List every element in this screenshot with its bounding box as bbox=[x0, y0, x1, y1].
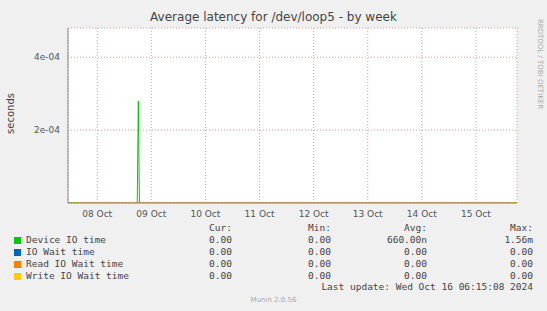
html-text:Cur:: Cur: bbox=[209, 222, 232, 233]
svg-text:14 Oct: 14 Oct bbox=[407, 209, 437, 219]
html-text:Last update: Wed Oct 16 06:15:: Last update: Wed Oct 16 06:15:08 2024 bbox=[321, 281, 533, 292]
html-text:Read IO Wait time: Read IO Wait time bbox=[26, 258, 124, 269]
html-text:0.00: 0.00 bbox=[510, 258, 533, 269]
html-text:Munin 2.0.56: Munin 2.0.56 bbox=[250, 296, 297, 304]
html-text:RRDTOOL / TOBI OETIKER: RRDTOOL / TOBI OETIKER bbox=[536, 18, 544, 110]
html-text:Min:: Min: bbox=[308, 222, 331, 233]
html-text:Max:: Max: bbox=[510, 222, 533, 233]
svg-text:08 Oct: 08 Oct bbox=[82, 209, 112, 219]
html-text:0.00: 0.00 bbox=[510, 270, 533, 281]
svg-text:09 Oct: 09 Oct bbox=[136, 209, 166, 219]
html-text:0.00: 0.00 bbox=[404, 246, 427, 257]
html-text:Avg:: Avg: bbox=[404, 222, 427, 233]
html-text:IO Wait time: IO Wait time bbox=[26, 246, 95, 257]
html-text:0.00: 0.00 bbox=[308, 234, 331, 245]
html-text:0.00: 0.00 bbox=[209, 258, 232, 269]
svg-text:12 Oct: 12 Oct bbox=[299, 209, 329, 219]
html-text:660.00n: 660.00n bbox=[387, 234, 427, 245]
svg-text:4e-04: 4e-04 bbox=[34, 52, 60, 62]
html-text:0.00: 0.00 bbox=[510, 246, 533, 257]
html-text:0.00: 0.00 bbox=[404, 270, 427, 281]
html-text:0.00: 0.00 bbox=[209, 246, 232, 257]
svg-text:15 Oct: 15 Oct bbox=[461, 209, 491, 219]
html-text:Average latency for /dev/loop5: Average latency for /dev/loop5 - by week bbox=[150, 10, 397, 24]
html-text:0.00: 0.00 bbox=[308, 270, 331, 281]
html-text:0.00: 0.00 bbox=[404, 258, 427, 269]
html-text:0.00: 0.00 bbox=[209, 270, 232, 281]
html-text:Device IO time: Device IO time bbox=[26, 234, 107, 245]
html-text:0.00: 0.00 bbox=[308, 246, 331, 257]
html-text:0.00: 0.00 bbox=[308, 258, 331, 269]
svg-text:13 Oct: 13 Oct bbox=[353, 209, 383, 219]
svg-text:2e-04: 2e-04 bbox=[34, 125, 60, 135]
html-text:seconds: seconds bbox=[4, 93, 16, 134]
html-text:Write IO Wait time: Write IO Wait time bbox=[26, 270, 129, 281]
html-text:0.00: 0.00 bbox=[209, 234, 232, 245]
html-text:1.56m: 1.56m bbox=[504, 234, 533, 245]
svg-text:11 Oct: 11 Oct bbox=[245, 209, 275, 219]
svg-text:10 Oct: 10 Oct bbox=[190, 209, 220, 219]
